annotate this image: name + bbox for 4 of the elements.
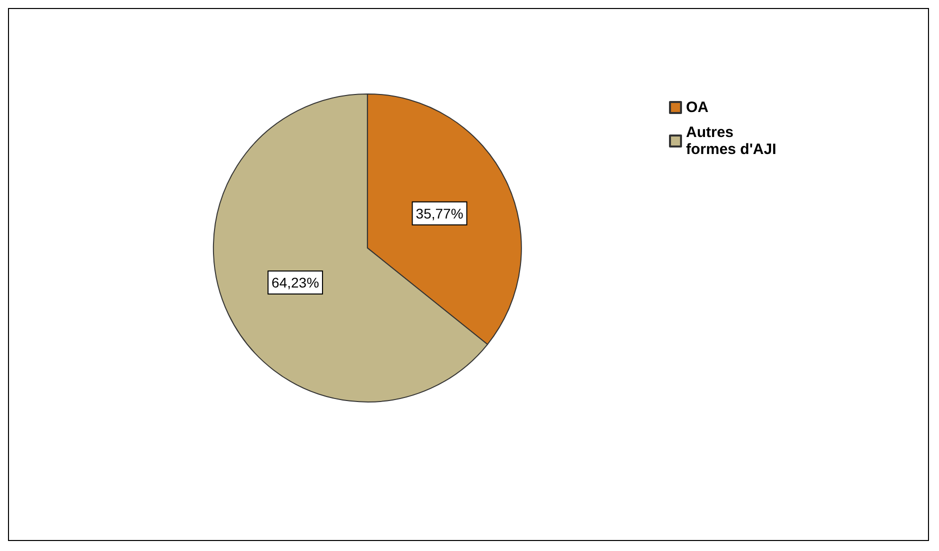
data-label: 64,23% [272, 274, 320, 291]
data-label: 35,77% [416, 205, 464, 222]
legend-label: Autres formes d'AJI [686, 124, 776, 158]
legend-label: OA [686, 99, 709, 116]
